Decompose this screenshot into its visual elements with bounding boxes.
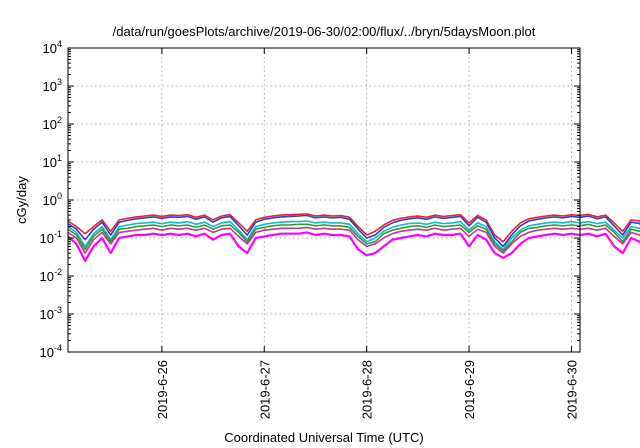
y-axis-label: cGy/day [14, 176, 29, 224]
x-tick-label: 2019-6-30 [564, 360, 579, 419]
x-tick-label: 2019-6-27 [257, 360, 272, 419]
series-line-3 [67, 220, 640, 251]
series-line-1 [67, 213, 640, 243]
chart-title: /data/run/goesPlots/archive/2019-06-30/0… [113, 24, 536, 39]
y-tick-label: 103 [43, 77, 62, 94]
x-axis: 2019-6-26 2019-6-27 2019-6-28 2019-6-29 2019… [155, 48, 579, 419]
x-tick-label: 2019-6-28 [360, 360, 375, 419]
y-tick-label: 10-2 [40, 267, 62, 284]
series-line-2 [67, 214, 640, 248]
series-line-4 [67, 223, 640, 252]
y-tick-label: 101 [43, 153, 62, 170]
series-line-5 [67, 226, 640, 254]
y-tick-label: 100 [43, 191, 62, 208]
y-tick-label: 104 [43, 39, 62, 56]
y-tick-label: 10-3 [40, 305, 62, 322]
series-line-6 [67, 231, 640, 262]
x-tick-label: 2019-6-26 [155, 360, 170, 419]
y-tick-label: 10-1 [40, 229, 62, 246]
y-axis: 10-4 10-3 10-2 10-1 100 101 102 103 104 [40, 39, 580, 360]
y-tick-label: 10-4 [40, 343, 62, 360]
y-tick-label: 102 [43, 115, 62, 132]
grid [68, 48, 580, 352]
x-axis-label: Coordinated Universal Time (UTC) [224, 430, 423, 445]
series-layer [67, 213, 640, 262]
x-tick-label: 2019-6-29 [462, 360, 477, 419]
